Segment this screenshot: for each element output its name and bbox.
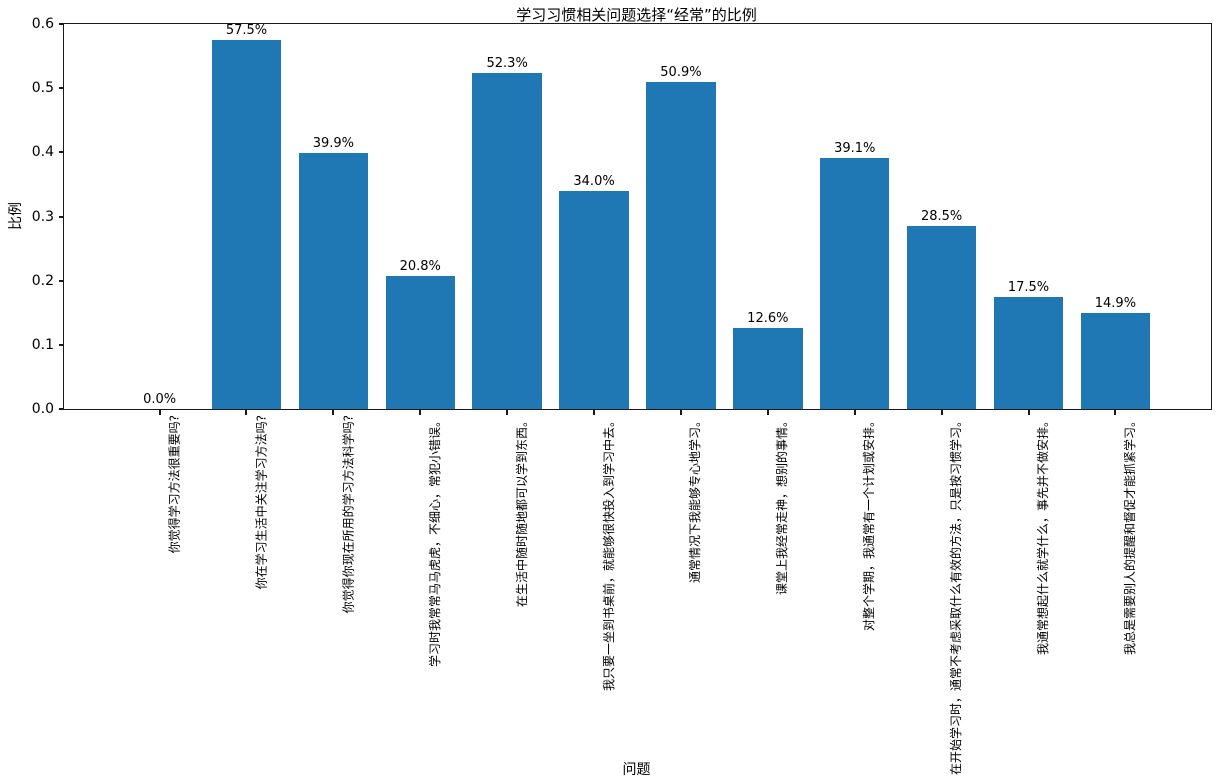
bar [819,158,890,409]
x-tick [940,410,943,415]
x-tick-label: 你觉得你现在所用的学习方法科学吗? [340,415,355,614]
x-tick [1027,410,1030,415]
bar-value-label: 52.3% [486,56,528,71]
bar-value-label: 34.0% [573,174,615,189]
bar [385,276,455,409]
bar-value-label: 14.9% [1094,296,1137,311]
bar-value-label: 57.5% [225,23,268,38]
x-tick [158,410,161,415]
bar [1080,313,1151,409]
chart-title: 学习习惯相关问题选择“经常”的比例 [516,6,757,24]
x-tick [332,410,335,415]
y-tick-label: 0.5 [31,80,54,97]
y-tick [59,23,64,25]
x-tick-label: 学习时我常常马马虎虎，不细心，常犯小错误。 [427,415,442,668]
bar-value-label: 0.0% [143,392,177,407]
x-tick [679,410,682,415]
y-tick-label: 0.1 [31,336,54,353]
y-tick [59,408,64,410]
bar [298,153,369,409]
plot-area: 0.0% 你觉得学习方法很重要吗? 57.5% 你在学习生活中关注学习方法吗? 39.9… [32,16,1212,775]
y-tick-label: 0.4 [31,144,54,161]
y-tick [59,279,64,282]
x-tick [419,410,422,415]
bar [559,191,629,409]
x-tick-label: 在开始学习时，通常不考虑采取什么有效的方法，只是按习惯学习。 [949,415,964,776]
bar [211,40,282,409]
bar [472,73,542,409]
bar-value-label: 17.5% [1007,280,1050,295]
y-tick [59,151,64,154]
bar-value-label: 50.9% [660,65,702,80]
bar-value-label: 12.6% [747,311,789,326]
y-tick [59,87,64,90]
bar [906,226,977,409]
y-tick-label: 0.0 [31,401,54,417]
x-tick [1114,410,1117,415]
x-tick [853,410,856,415]
x-tick [593,410,596,415]
x-tick-label: 你在学习生活中关注学习方法吗? [253,415,268,590]
bar-value-label: 28.5% [920,209,963,224]
y-tick [59,343,64,346]
bar-value-label: 39.1% [834,141,876,156]
x-tick-label: 课堂上我经常走神，想别的事情。 [775,415,790,596]
x-tick-label: 在生活中随时随地都可以学到东西。 [514,415,529,608]
y-tick [59,215,64,218]
x-tick [766,410,769,415]
y-tick-label: 0.6 [31,16,54,32]
bar-value-label: 20.8% [399,259,441,274]
y-tick-label: 0.2 [31,272,54,289]
bar [733,328,803,409]
x-tick-label: 我总是需要别人的提醒和督促才能抓紧学习。 [1122,415,1137,656]
x-axis-title: 问题 [622,762,651,778]
x-tick-label: 我通常想起什么就学什么，事先并不做安排。 [1036,415,1051,656]
x-tick-label: 通常情况下我能够专心地学习。 [688,415,703,584]
bar-value-label: 39.9% [312,136,355,151]
x-tick-label: 对整个学期，我通常有一个计划或安排。 [862,415,877,632]
x-tick-label: 我只要一坐到书桌前，就能够很快投入到学习中去。 [601,415,616,692]
x-tick [245,410,248,415]
x-tick [506,410,509,415]
x-tick-label: 你觉得学习方法很重要吗? [167,415,182,554]
y-tick-label: 0.3 [31,208,54,225]
bar [993,297,1064,409]
bar [646,82,716,409]
